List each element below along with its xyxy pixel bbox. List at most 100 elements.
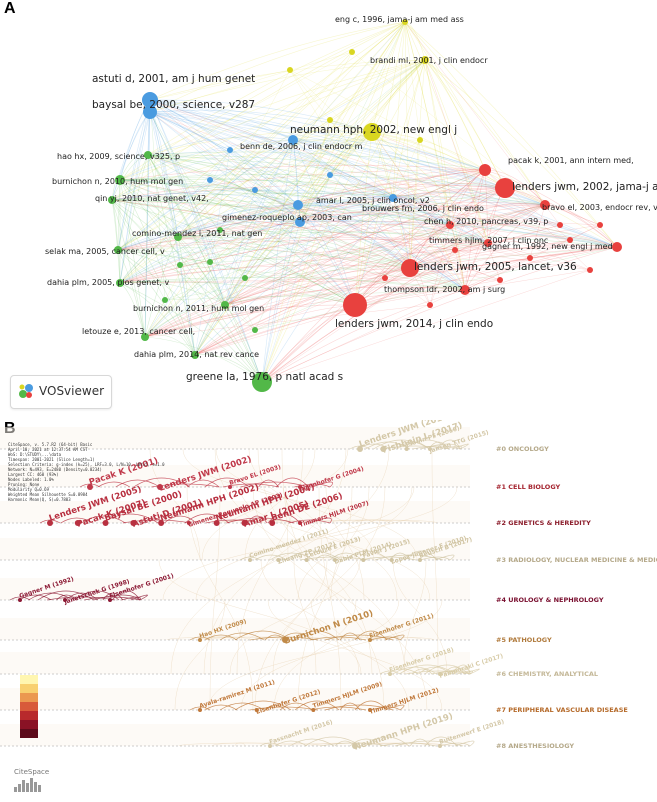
reference-node[interactable] [295, 217, 305, 227]
timeline-reference-node[interactable] [198, 638, 202, 642]
reference-node[interactable] [363, 123, 381, 141]
timeline-reference-node[interactable] [368, 708, 372, 712]
co-citation-arc [369, 706, 401, 711]
reference-node[interactable] [144, 151, 152, 159]
timeline-reference-node[interactable] [357, 446, 363, 452]
reference-node[interactable] [343, 293, 367, 317]
reference-node[interactable] [495, 178, 515, 198]
timeline-reference-node[interactable] [361, 558, 366, 562]
reference-node[interactable] [252, 372, 272, 392]
citation-link [177, 218, 301, 238]
timeline-reference-node[interactable] [157, 484, 163, 490]
timeline-reference-node[interactable] [186, 521, 191, 525]
citation-link [144, 154, 149, 338]
reference-node[interactable] [116, 279, 124, 287]
cluster-label: #0 ONCOLOGY [496, 445, 549, 453]
timeline-reference-node[interactable] [198, 708, 202, 712]
timeline-reference-node[interactable] [298, 521, 302, 525]
reference-label: gimenez-roqueplo ap, 2003, can [222, 213, 352, 222]
citation-link [487, 242, 591, 271]
reference-node[interactable] [114, 246, 122, 254]
timeline-reference-node[interactable] [268, 744, 272, 748]
timeline-reference-node[interactable] [389, 558, 394, 562]
citation-link [119, 179, 263, 383]
reference-node[interactable] [293, 200, 303, 210]
cluster-labels: #0 ONCOLOGY #1 CELL BIOLOGY #2 GENETICS & … [496, 445, 657, 750]
timeline-reference-node[interactable] [63, 598, 67, 602]
timeline-reference-node[interactable] [18, 598, 22, 602]
reference-node[interactable] [446, 221, 454, 229]
reference-node[interactable] [288, 135, 298, 145]
citation-link [297, 204, 501, 281]
reference-node[interactable] [221, 301, 229, 309]
timeline-reference-node[interactable] [418, 558, 422, 562]
reference-node[interactable] [191, 351, 199, 359]
timeline-reference-node[interactable] [130, 520, 137, 526]
timeline-reference-node[interactable] [388, 672, 392, 676]
reference-node[interactable] [143, 105, 157, 119]
reference-node[interactable] [540, 200, 550, 210]
timeline-reference-node[interactable] [352, 743, 358, 749]
timeline-reference-node[interactable] [298, 485, 302, 489]
timeline-reference-node[interactable] [158, 520, 165, 526]
timeline-reference-node[interactable] [333, 558, 337, 562]
citation-link [299, 202, 546, 223]
citation-link [149, 99, 618, 248]
citation-link [111, 199, 146, 338]
timeline-reference-node[interactable] [254, 708, 259, 712]
reference-node[interactable] [174, 233, 182, 241]
reference-node[interactable] [421, 56, 429, 64]
citation-link [449, 223, 618, 248]
reference-node[interactable] [115, 175, 125, 185]
reference-node[interactable] [484, 239, 492, 247]
timeline-reference-node[interactable] [368, 638, 372, 642]
citation-link [224, 221, 301, 306]
reference-node[interactable] [460, 285, 470, 295]
citation-link [409, 239, 571, 269]
timeline-reference-node[interactable] [248, 558, 252, 562]
citation-link [261, 174, 331, 383]
timeline-reference-node[interactable] [380, 446, 387, 452]
timeline-reference-node[interactable] [47, 520, 53, 526]
reference-node[interactable] [142, 92, 158, 108]
timeline-reference-node[interactable] [241, 520, 248, 526]
citation-link [149, 59, 426, 113]
co-citation-arc [204, 704, 238, 711]
reference-node[interactable] [402, 19, 408, 25]
citation-link [111, 193, 546, 206]
timeline-reference-node[interactable] [108, 598, 112, 602]
timeline-reference-node[interactable] [438, 672, 442, 676]
reference-node[interactable] [479, 164, 491, 176]
timeline-reference-node[interactable] [269, 520, 276, 526]
citation-link [117, 239, 618, 251]
citation-link [147, 154, 506, 189]
citation-link [404, 21, 546, 206]
reference-node[interactable] [612, 242, 622, 252]
reference-node[interactable] [141, 333, 149, 341]
timeline-reference-node[interactable] [311, 708, 316, 712]
citation-link [297, 204, 466, 291]
timeline-reference-node[interactable] [228, 485, 232, 489]
timeline-link [239, 486, 431, 601]
reference-node[interactable] [401, 259, 419, 277]
timeline-reference-node[interactable] [213, 520, 220, 526]
timeline-reference-node[interactable] [304, 558, 309, 562]
reference-node[interactable] [108, 196, 116, 204]
citation-link [299, 220, 489, 244]
timeline-reference-node[interactable] [404, 447, 409, 451]
citation-link [149, 111, 263, 383]
timeline-reference-node[interactable] [102, 520, 109, 526]
reference-node[interactable] [389, 194, 397, 202]
timeline-reference-node[interactable] [74, 520, 81, 526]
timeline-reference-node[interactable] [428, 447, 432, 451]
citation-link [149, 111, 486, 171]
timeline-reference-node[interactable] [87, 484, 93, 490]
timeline-reference-node[interactable] [438, 744, 442, 748]
citation-link [117, 197, 394, 251]
citation-link [147, 154, 299, 206]
co-citation-arc [222, 483, 279, 488]
timeline-reference-node[interactable] [282, 637, 288, 643]
timeline-reference-node[interactable] [276, 558, 281, 562]
citation-link [404, 21, 421, 141]
reference-label: burnichon n, 2011, hum mol gen [133, 304, 264, 313]
